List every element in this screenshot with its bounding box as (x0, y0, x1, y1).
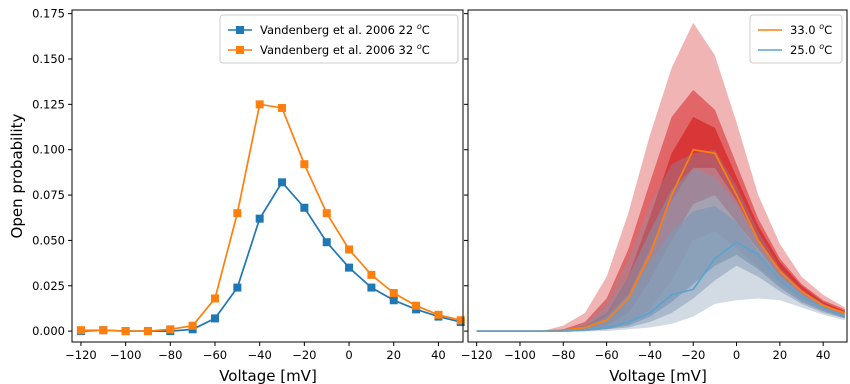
y-tick-label: 0.000 (32, 324, 65, 338)
y-tick-label: 0.075 (32, 188, 65, 202)
data-point (456, 316, 465, 325)
legend-marker (236, 26, 244, 34)
right-x-axis-label: Voltage [mV] (609, 367, 707, 384)
data-point (300, 160, 309, 169)
y-tick-label: 0.100 (32, 143, 65, 157)
data-point (255, 214, 264, 223)
left-y-axis-label: Open probability (8, 113, 26, 238)
data-point (210, 294, 219, 303)
data-point (143, 327, 152, 336)
right-x-ticks: −120 −100 −80 −60 −40 −20 0 20 40 (461, 342, 831, 362)
y-tick-label: 0.175 (32, 7, 65, 21)
left-axes-frame (71, 9, 464, 343)
data-point (278, 103, 287, 112)
x-tick-label: −120 (65, 348, 97, 362)
y-tick-label: 0.025 (32, 279, 65, 293)
confidence-band (476, 205, 845, 332)
legend-label: 25.0 oC (790, 42, 832, 57)
data-point (255, 100, 264, 109)
right-axes-frame (467, 9, 848, 343)
data-point (322, 209, 331, 218)
x-tick-label: 40 (816, 348, 831, 362)
series-line (80, 180, 461, 332)
left-x-ticks: −120 −100 −80 −60 −40 −20 0 20 40 (65, 342, 446, 362)
x-tick-label: −40 (638, 348, 662, 362)
series-line (80, 103, 461, 332)
left-panel: −120 −100 −80 −60 −40 −20 0 20 40 0.000 0.025 0.05… (8, 7, 465, 384)
data-point (278, 178, 287, 187)
x-tick-label: −80 (551, 348, 575, 362)
legend-box (219, 14, 459, 64)
x-tick-label: 0 (345, 348, 352, 362)
right-y-ticks (464, 13, 468, 332)
series-line (476, 241, 846, 332)
x-tick-label: −80 (158, 348, 182, 362)
data-point (367, 283, 376, 292)
data-point (322, 238, 331, 247)
left-x-axis-label: Voltage [mV] (219, 367, 317, 384)
data-point (389, 296, 398, 305)
data-point (76, 326, 85, 335)
y-tick-label: 0.050 (32, 233, 65, 247)
x-tick-label: −20 (292, 348, 316, 362)
x-tick-label: −100 (110, 348, 142, 362)
x-tick-label: 20 (773, 348, 788, 362)
left-y-ticks: 0.000 0.025 0.050 0.075 0.100 0.125 0.150 0.175 (32, 7, 72, 338)
x-tick-label: 40 (431, 348, 446, 362)
data-point (233, 283, 242, 292)
x-tick-label: −60 (594, 348, 618, 362)
left-plot-area (76, 100, 465, 336)
data-point (367, 270, 376, 279)
x-tick-label: −20 (681, 348, 705, 362)
x-tick-label: 0 (733, 348, 740, 362)
right-plot-area (476, 22, 846, 332)
y-tick-label: 0.125 (32, 97, 65, 111)
data-point (389, 289, 398, 298)
data-point (412, 301, 421, 310)
data-point (300, 203, 309, 212)
data-point (99, 326, 108, 335)
y-tick-label: 0.150 (32, 52, 65, 66)
data-point (434, 310, 443, 319)
data-point (210, 314, 219, 323)
legend-label: Vandenberg et al. 2006 22 oC (260, 22, 430, 37)
x-tick-label: −100 (504, 348, 536, 362)
x-tick-label: 20 (386, 348, 401, 362)
left-legend: Vandenberg et al. 2006 22 oC Vandenberg e… (219, 14, 459, 64)
legend-label: 33.0 oC (790, 22, 832, 37)
legend-marker (236, 46, 244, 54)
data-point (121, 327, 130, 336)
x-tick-label: −60 (203, 348, 227, 362)
legend-box (749, 14, 843, 64)
right-panel: −120 −100 −80 −60 −40 −20 0 20 40 Voltage [mV] 3… (461, 9, 848, 384)
x-tick-label: −120 (461, 348, 493, 362)
data-point (345, 263, 354, 272)
data-point (188, 321, 197, 330)
x-tick-label: −40 (248, 348, 272, 362)
data-point (233, 209, 242, 218)
legend-label: Vandenberg et al. 2006 32 oC (260, 42, 430, 57)
right-legend: 33.0 oC 25.0 oC (749, 14, 843, 64)
data-point (166, 325, 175, 334)
data-point (345, 245, 354, 254)
